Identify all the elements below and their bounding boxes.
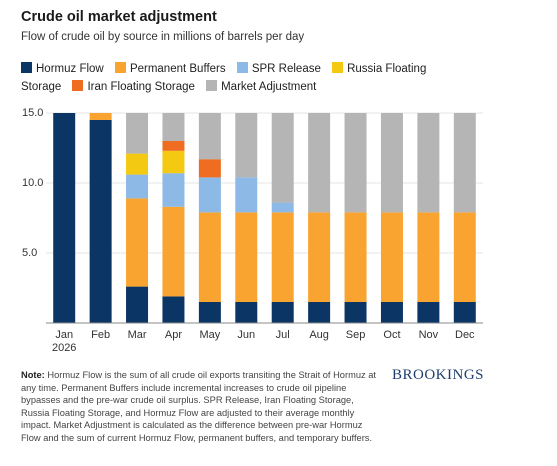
bar-segment [162,150,185,174]
legend-item: Market Adjustment [206,80,317,93]
x-tick-label-line: Dec [455,329,475,341]
legend-label: SPR Release [251,63,321,75]
legend-label: Market Adjustment [221,81,317,93]
bar-segment [308,212,331,302]
legend-label: Iran Floating Storage [87,81,195,93]
y-tick-label: 10.0 [22,177,43,189]
legend-swatch [114,62,126,73]
x-tick-label-line: Nov [419,329,439,341]
legend-swatch [206,80,218,91]
bar-segment [89,113,112,120]
bar-segment [344,302,367,323]
bar-segment [344,212,367,302]
x-tick-label: Feb [91,329,110,341]
legend-item: Russia Floating Storage [21,62,427,93]
bar-segment [235,113,258,178]
x-tick-label-line: Mar [128,329,147,341]
bar-segment [126,198,149,287]
x-tick-label: Apr [165,329,182,341]
legend-swatch [21,62,32,73]
legend-item: SPR Release [236,62,321,75]
bar-segment [453,302,476,323]
bar-segment [271,212,294,302]
bar-segment [308,113,331,213]
bar-segment [53,113,76,323]
x-tick-label: Dec [455,329,475,341]
x-tick-label-line: Jul [276,329,290,341]
bar-segment [198,212,221,302]
bar-segment [344,113,367,213]
bar-segment [126,286,149,323]
chart-title: Crude oil market adjustment [21,9,217,25]
x-tick-label: Aug [309,329,329,341]
bar-segment [162,173,185,207]
bar-segment [198,159,221,178]
y-tick-label: 15.0 [22,107,43,119]
bar-segment [271,202,294,213]
x-tick-label-line: Jun [237,329,255,341]
bar-segment [198,302,221,323]
legend-label: Permanent Buffers [129,63,226,75]
x-tick-label: May [199,329,220,341]
x-tick-label-line: Feb [91,329,110,341]
bar-segment [271,302,294,323]
bar-segment [198,113,221,160]
bar-segment [308,302,331,323]
brand-logo: BROOKINGS [392,367,485,383]
note-text: Hormuz Flow is the sum of all crude oil … [21,370,376,443]
legend-swatch [236,62,248,73]
x-tick-label: Jul [276,329,290,341]
bar-segment [126,113,149,154]
bar-segment [126,174,149,199]
x-tick-label-line: May [199,329,220,341]
bar-segment [271,113,294,203]
x-tick-label-line: Oct [383,329,400,341]
chart-subtitle: Flow of crude oil by source in millions … [21,31,305,43]
x-tick-label-line: Jan [55,329,73,341]
legend-label: Hormuz Flow [36,63,104,75]
bar-segment [162,141,185,151]
x-tick-label: Oct [383,329,400,341]
x-tick-label: Mar [128,329,147,341]
bar-segment [235,302,258,323]
bar-segment [417,302,440,323]
bar-segment [380,212,403,302]
bar-segment [126,153,149,175]
legend-swatch [332,62,344,73]
x-tick-label: Jun [237,329,255,341]
legend: Hormuz Flow Permanent Buffers SPR Releas… [21,60,471,96]
bar-segment [162,206,185,297]
legend-item: Iran Floating Storage [72,80,195,93]
bar-segment [235,212,258,302]
x-tick-label-line: 2026 [52,342,76,354]
legend-item: Hormuz Flow [21,62,104,75]
bar-segment [453,113,476,213]
note: Note: Hormuz Flow is the sum of all crud… [21,369,381,445]
bar-segment [417,113,440,213]
bar-segment [162,113,185,141]
legend-swatch [72,80,84,91]
x-tick-label-line: Sep [346,329,366,341]
bar-segment [162,296,185,323]
x-tick-label-line: Apr [165,329,182,341]
bar-segment [198,177,221,213]
bar-segment [453,212,476,302]
y-tick-label: 5.0 [22,247,37,259]
bar-segment [235,177,258,213]
legend-item: Permanent Buffers [114,62,226,75]
x-tick-label: Nov [419,329,439,341]
x-tick-label: Jan 2026 [52,329,76,354]
x-tick-label: Sep [346,329,366,341]
bar-segment [380,302,403,323]
x-tick-label-line: Aug [309,329,329,341]
note-label: Note: [21,370,45,380]
bar-segment [89,120,112,323]
bar-segment [380,113,403,213]
bar-segment [417,212,440,302]
legend-label: Russia Floating Storage [21,63,427,93]
